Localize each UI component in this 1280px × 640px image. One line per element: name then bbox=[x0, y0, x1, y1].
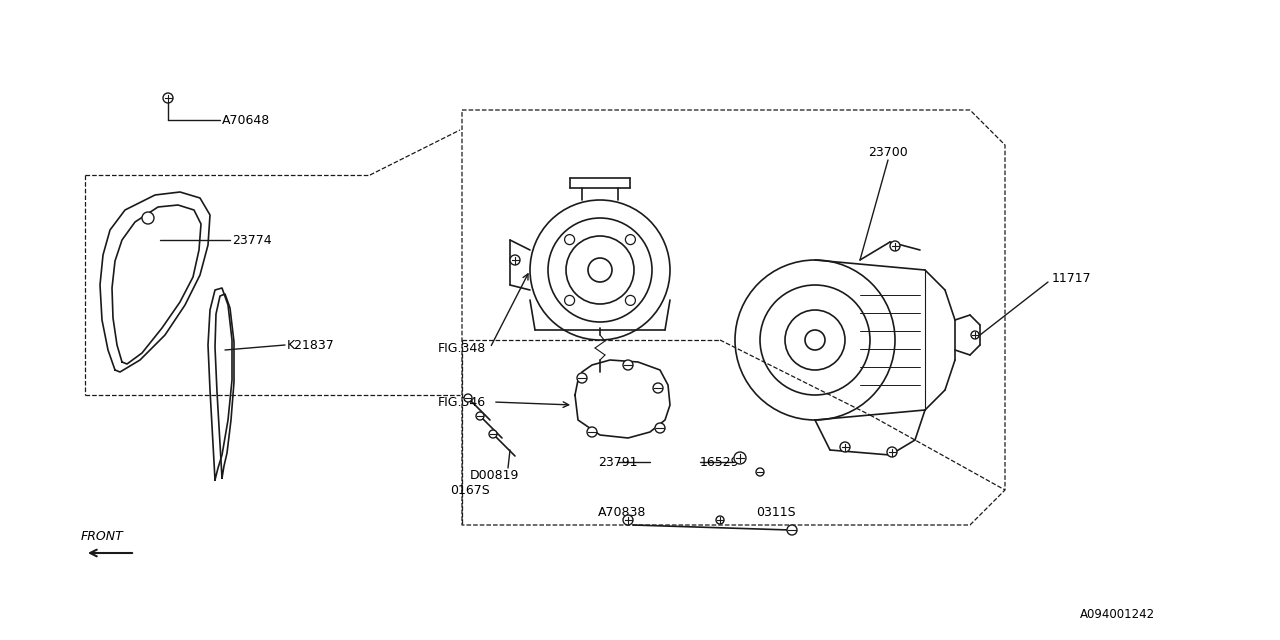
Text: 0167S: 0167S bbox=[451, 483, 490, 497]
Text: A70838: A70838 bbox=[598, 506, 646, 518]
Text: D00819: D00819 bbox=[470, 468, 520, 481]
Text: 23700: 23700 bbox=[868, 145, 908, 159]
Text: A094001242: A094001242 bbox=[1080, 609, 1155, 621]
Circle shape bbox=[564, 296, 575, 305]
Circle shape bbox=[142, 212, 154, 224]
Text: 0311S: 0311S bbox=[756, 506, 796, 518]
Circle shape bbox=[465, 394, 472, 402]
Circle shape bbox=[577, 373, 588, 383]
Circle shape bbox=[887, 447, 897, 457]
Text: 11717: 11717 bbox=[1052, 271, 1092, 285]
Text: 23774: 23774 bbox=[232, 234, 271, 246]
Circle shape bbox=[890, 241, 900, 251]
Circle shape bbox=[626, 235, 635, 244]
Text: FRONT: FRONT bbox=[81, 531, 123, 543]
Circle shape bbox=[655, 423, 666, 433]
Circle shape bbox=[489, 430, 497, 438]
Circle shape bbox=[653, 383, 663, 393]
Text: K21837: K21837 bbox=[287, 339, 335, 351]
Text: FIG.348: FIG.348 bbox=[438, 342, 486, 355]
Circle shape bbox=[476, 412, 484, 420]
Circle shape bbox=[756, 468, 764, 476]
Circle shape bbox=[972, 331, 979, 339]
Circle shape bbox=[626, 296, 635, 305]
Circle shape bbox=[509, 255, 520, 265]
Circle shape bbox=[623, 360, 634, 370]
Circle shape bbox=[716, 516, 724, 524]
Circle shape bbox=[840, 442, 850, 452]
Text: FIG.346: FIG.346 bbox=[438, 396, 486, 408]
Circle shape bbox=[163, 93, 173, 103]
Circle shape bbox=[733, 452, 746, 464]
Text: A70648: A70648 bbox=[221, 113, 270, 127]
Circle shape bbox=[588, 427, 596, 437]
Circle shape bbox=[564, 235, 575, 244]
Circle shape bbox=[787, 525, 797, 535]
Circle shape bbox=[623, 515, 634, 525]
Text: 16529: 16529 bbox=[700, 456, 740, 468]
Text: 23791: 23791 bbox=[598, 456, 637, 468]
